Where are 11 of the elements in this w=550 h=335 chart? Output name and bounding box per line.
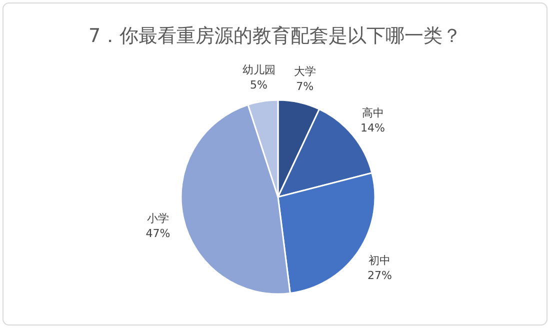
data-label: 7% xyxy=(296,80,314,93)
data-label: 5% xyxy=(250,78,268,92)
slice-label: 幼儿园 xyxy=(242,64,276,77)
slice-label: 初中 xyxy=(368,254,391,268)
slice-label: 大学 xyxy=(294,64,316,78)
data-label: 14% xyxy=(360,122,385,135)
data-label: 27% xyxy=(368,269,392,282)
data-label: 47% xyxy=(146,226,170,240)
title: 7．你最看重房源的教育配套是以下哪一类？ xyxy=(88,25,462,47)
slice-label: 高中 xyxy=(362,106,384,120)
slice-label: 小学 xyxy=(146,212,169,225)
